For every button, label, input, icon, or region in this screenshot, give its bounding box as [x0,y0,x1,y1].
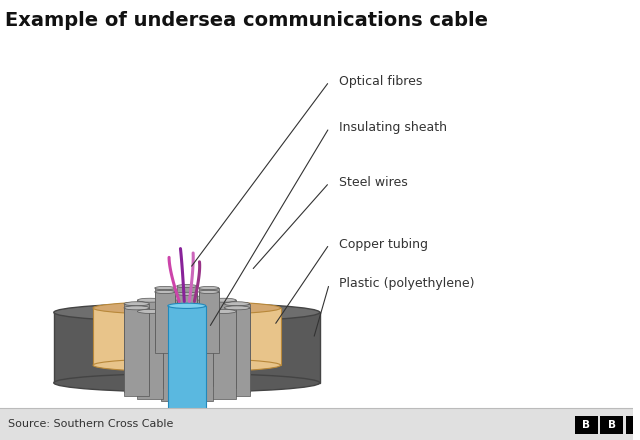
Text: Source: Southern Cross Cable: Source: Southern Cross Cable [8,419,173,429]
Ellipse shape [188,312,213,315]
Ellipse shape [168,435,206,440]
Bar [155,292,175,353]
Ellipse shape [54,303,320,322]
Ellipse shape [161,296,186,300]
Bar [54,312,320,383]
Text: Copper tubing: Copper tubing [339,238,428,251]
Ellipse shape [198,286,219,290]
Ellipse shape [224,306,250,310]
Ellipse shape [93,359,280,372]
Text: Insulating sheath: Insulating sheath [339,121,447,134]
Bar [161,298,186,386]
Bar [168,306,206,438]
Text: B: B [582,420,590,430]
Ellipse shape [188,296,213,300]
Bar [198,292,219,353]
Ellipse shape [138,298,163,302]
FancyBboxPatch shape [626,416,640,434]
Bar [211,312,236,400]
Ellipse shape [54,374,320,392]
Bar [138,300,163,388]
Ellipse shape [155,290,175,293]
Ellipse shape [211,298,236,302]
Bar [224,304,250,392]
Bar [161,313,186,401]
Text: C: C [633,420,640,430]
Text: B: B [608,420,616,430]
Ellipse shape [168,303,206,308]
Text: Example of undersea communications cable: Example of undersea communications cable [5,11,488,30]
Ellipse shape [93,301,280,315]
Bar [124,304,149,392]
Bar [198,288,219,350]
Ellipse shape [198,290,219,293]
Bar [155,288,175,350]
Ellipse shape [124,302,149,306]
Ellipse shape [177,292,197,295]
Ellipse shape [224,302,250,306]
FancyBboxPatch shape [575,416,598,434]
Ellipse shape [211,309,236,313]
Bar [188,298,213,386]
Bar [124,308,149,396]
Bar [211,300,236,388]
Ellipse shape [124,306,149,310]
Bar [224,308,250,396]
Bar [0,408,633,440]
Ellipse shape [177,285,197,288]
Bar [188,313,213,401]
Bar [177,286,197,348]
Bar [93,308,280,365]
Ellipse shape [161,312,186,315]
Ellipse shape [155,286,175,290]
Bar [138,312,163,400]
Text: Plastic (polyethylene): Plastic (polyethylene) [339,277,474,290]
Text: Optical fibres: Optical fibres [339,75,422,88]
Bar [177,294,197,356]
FancyBboxPatch shape [600,416,623,434]
Ellipse shape [138,309,163,313]
Text: Steel wires: Steel wires [339,176,408,189]
